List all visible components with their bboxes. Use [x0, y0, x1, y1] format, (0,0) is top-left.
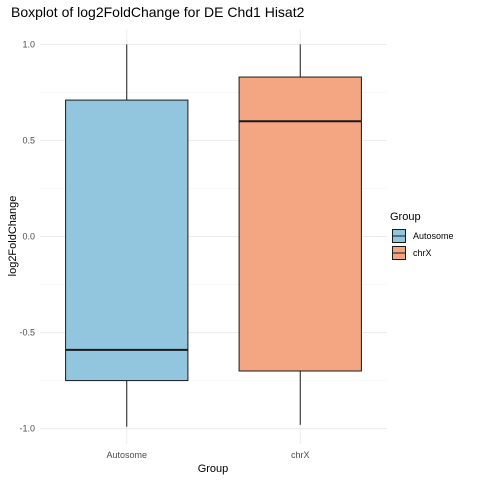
x-axis-ticks: Autosome chrX — [106, 450, 309, 460]
legend-title: Group — [390, 211, 421, 223]
box-autosome — [65, 44, 189, 427]
y-tick-label: -1.0 — [19, 424, 35, 434]
x-tick-label: chrX — [291, 450, 310, 460]
box-chrx — [238, 44, 362, 425]
y-tick-label: 1.0 — [22, 39, 35, 49]
legend-label: Autosome — [413, 231, 454, 241]
y-tick-label: -0.5 — [19, 328, 35, 338]
legend-label: chrX — [413, 248, 432, 258]
y-tick-label: 0.5 — [22, 135, 35, 145]
y-axis-ticks: -1.0 -0.5 0.0 0.5 1.0 — [19, 39, 35, 433]
boxes — [65, 44, 362, 427]
y-tick-label: 0.0 — [22, 232, 35, 242]
y-axis-label: log2FoldChange — [7, 196, 19, 277]
box-iqr — [65, 99, 189, 382]
legend-item-autosome: Autosome — [391, 228, 454, 244]
box-iqr — [238, 76, 362, 372]
x-tick-label: Autosome — [106, 450, 147, 460]
x-axis-label: Group — [198, 463, 229, 475]
legend: Group Autosome chrX — [390, 211, 454, 261]
chart-title: Boxplot of log2FoldChange for DE Chd1 Hi… — [11, 4, 305, 20]
legend-item-chrx: chrX — [391, 245, 432, 261]
